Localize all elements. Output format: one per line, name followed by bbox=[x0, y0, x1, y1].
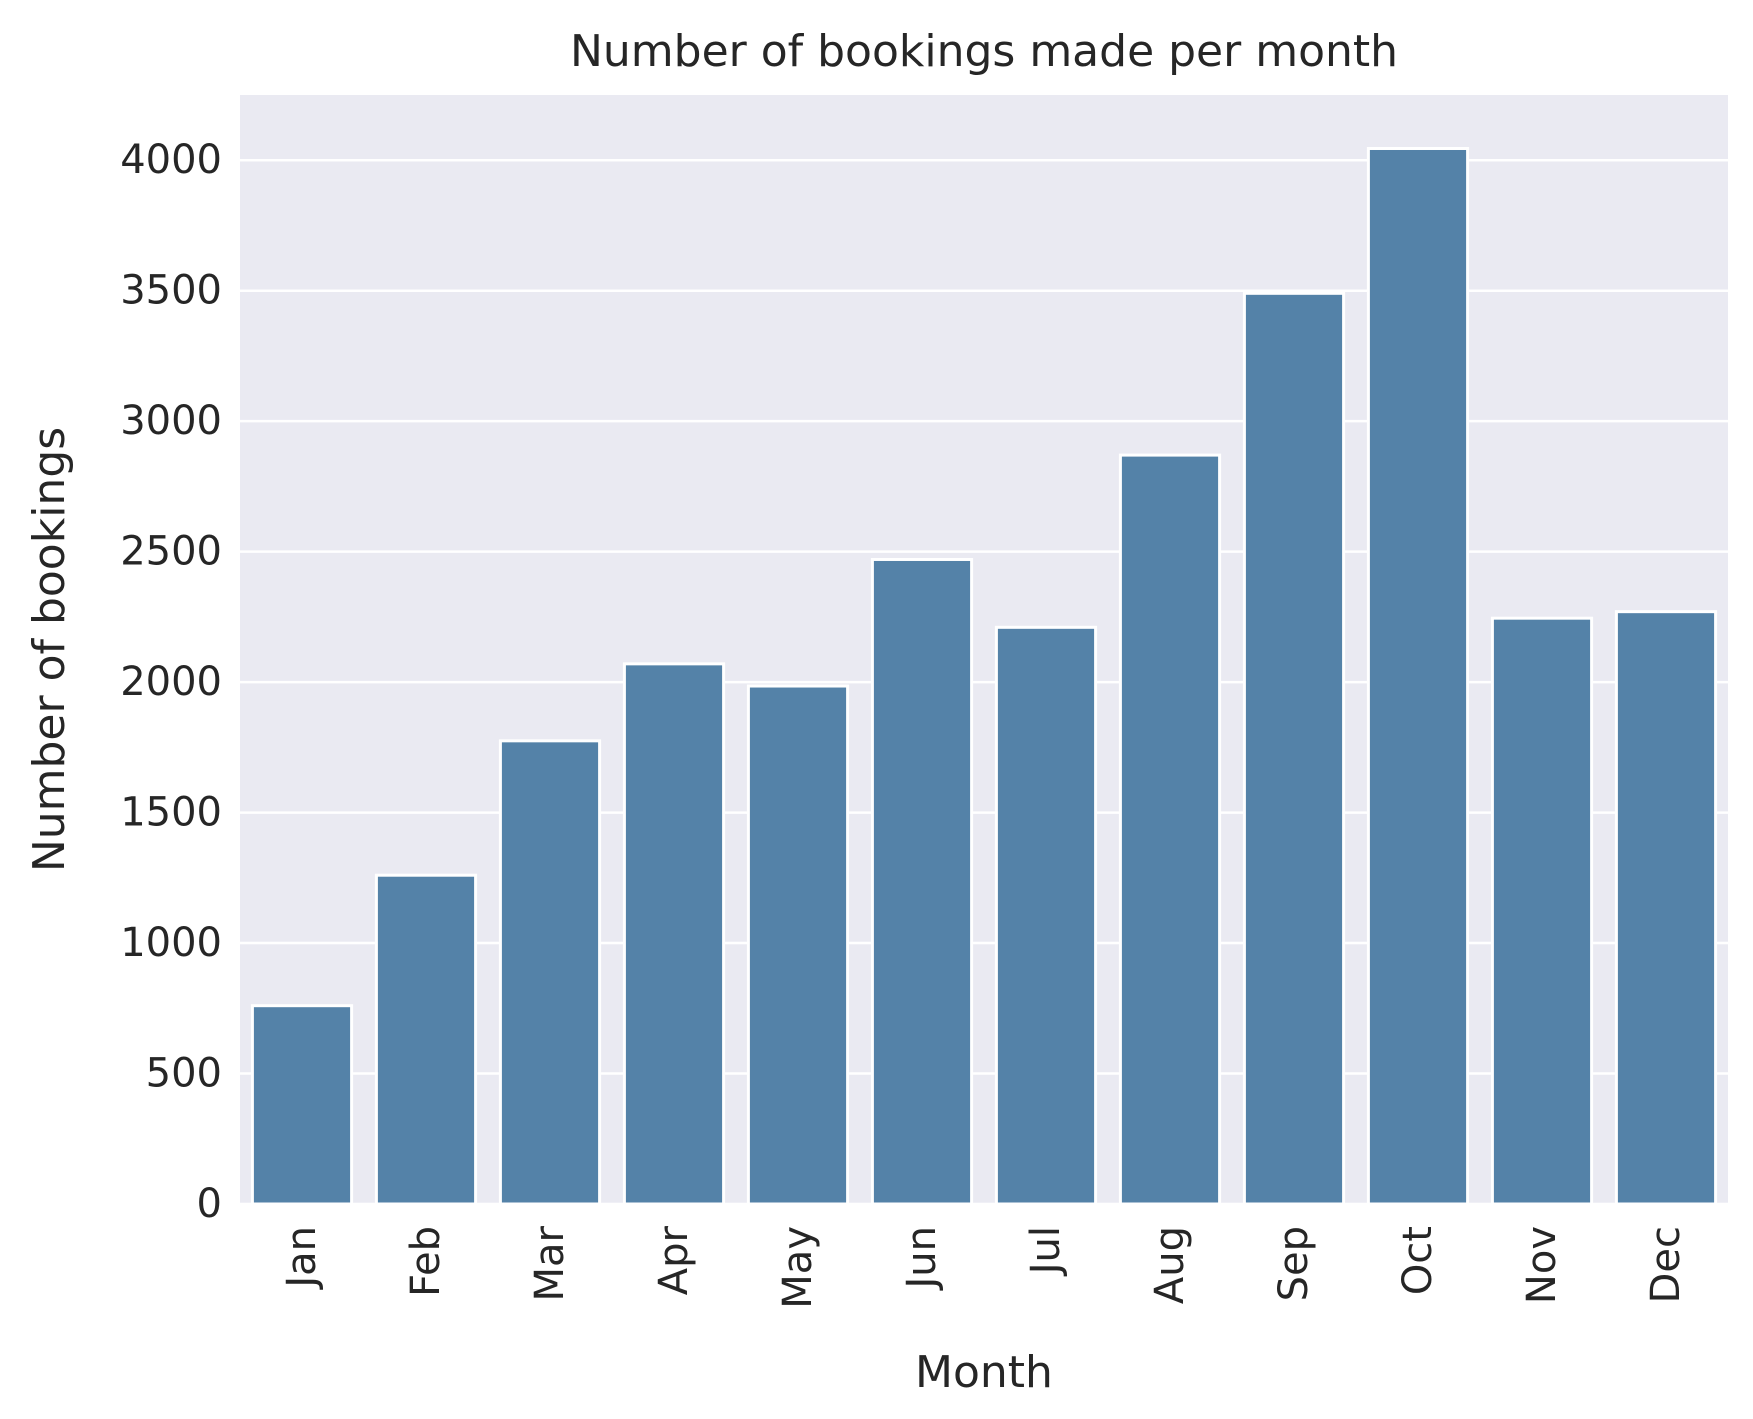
y-tick-label: 500 bbox=[146, 1051, 222, 1097]
bar bbox=[994, 625, 1098, 1206]
x-tick-label: Jul bbox=[1023, 1226, 1069, 1277]
x-tick-label: Jun bbox=[899, 1226, 945, 1292]
x-tick-label: Apr bbox=[651, 1225, 697, 1295]
y-tick-label: 2000 bbox=[120, 659, 222, 705]
x-tick-label: Nov bbox=[1519, 1226, 1565, 1304]
bar bbox=[870, 557, 974, 1206]
plot-area bbox=[240, 95, 1728, 1204]
bar bbox=[1490, 616, 1594, 1206]
bar bbox=[1614, 610, 1718, 1206]
y-tick-label: 3500 bbox=[120, 268, 222, 314]
x-tick-label: May bbox=[775, 1226, 821, 1309]
x-tick-label: Jan bbox=[279, 1226, 325, 1291]
y-tick-label: 1500 bbox=[120, 790, 222, 836]
bar bbox=[746, 684, 850, 1206]
bar bbox=[1118, 453, 1222, 1206]
bar bbox=[250, 1004, 354, 1206]
y-tick-label: 4000 bbox=[120, 137, 222, 183]
x-tick-label: Sep bbox=[1271, 1226, 1317, 1301]
x-tick-label: Feb bbox=[403, 1226, 449, 1297]
x-tick-label: Dec bbox=[1643, 1226, 1689, 1303]
y-axis-label: Number of bookings bbox=[24, 427, 75, 872]
x-tick-label: Oct bbox=[1395, 1226, 1441, 1295]
x-tick-label: Aug bbox=[1147, 1226, 1193, 1304]
y-tick-labels: 0 500 1000 1500 2000 2500 3000 3500 4000 bbox=[120, 137, 222, 1227]
x-axis-label: Month bbox=[915, 1347, 1053, 1398]
bars bbox=[250, 146, 1718, 1206]
bar bbox=[374, 873, 478, 1206]
y-tick-label: 0 bbox=[197, 1181, 222, 1227]
y-tick-label: 1000 bbox=[120, 920, 222, 966]
bar bbox=[1242, 291, 1346, 1206]
bar bbox=[1366, 146, 1470, 1206]
y-tick-label: 2500 bbox=[120, 529, 222, 575]
x-tick-labels: Jan Feb Mar Apr May Jun Jul Aug Sep Oct Nov Dec bbox=[279, 1225, 1689, 1308]
x-tick-label: Mar bbox=[527, 1225, 573, 1301]
bar bbox=[622, 662, 726, 1206]
gridlines bbox=[240, 158, 1728, 1206]
bar bbox=[498, 739, 602, 1206]
chart-title: Number of bookings made per month bbox=[570, 26, 1398, 77]
y-tick-label: 3000 bbox=[120, 398, 222, 444]
